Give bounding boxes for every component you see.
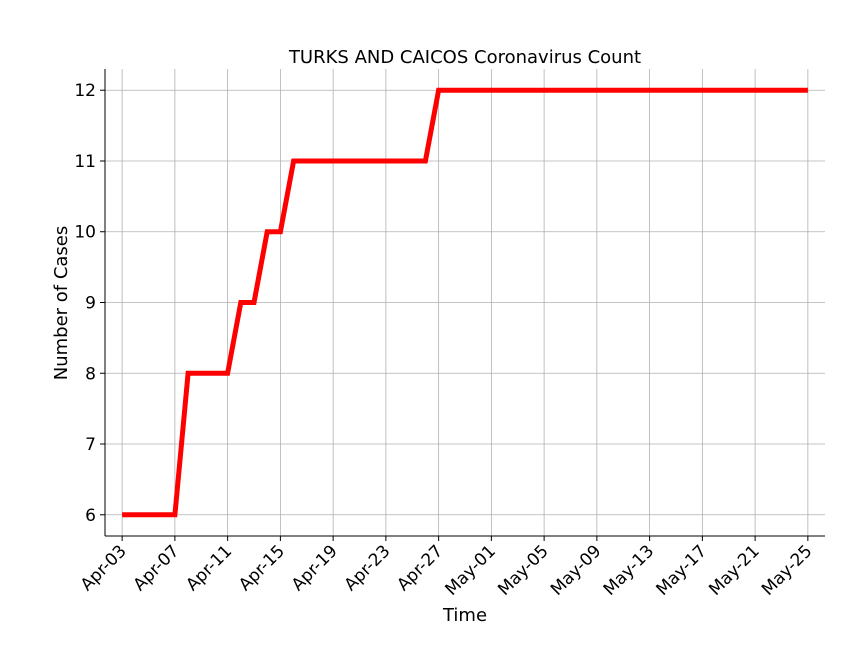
y-tick-label: 11: [74, 152, 96, 172]
y-tick-label: 9: [85, 294, 96, 314]
x-tick-label: Apr-23: [341, 541, 395, 595]
x-tick-label: May-09: [547, 541, 605, 599]
x-tick-label: May-13: [600, 541, 658, 599]
y-tick-label: 7: [85, 435, 96, 455]
x-tick-label: May-21: [705, 541, 763, 599]
x-tick-label: Apr-15: [235, 541, 289, 595]
series-line-cases: [122, 87, 808, 518]
x-tick-label: May-01: [441, 541, 499, 599]
x-tick-label: Apr-27: [393, 541, 447, 595]
series-layer: [122, 87, 808, 518]
y-axis-label: Number of Cases: [51, 226, 72, 381]
x-tick-label: Apr-11: [182, 541, 236, 595]
x-tick-label: Apr-07: [130, 541, 184, 595]
x-axis-label: Time: [442, 605, 487, 626]
y-tick-label: 8: [85, 364, 96, 384]
y-tick-label: 6: [85, 506, 96, 526]
x-tick-label: May-05: [494, 541, 552, 599]
x-tick-label: May-17: [652, 541, 710, 599]
grid: [105, 69, 825, 536]
chart-title: TURKS AND CAICOS Coronavirus Count: [288, 47, 641, 68]
x-tick-label: May-25: [758, 541, 816, 599]
y-tick-label: 10: [74, 223, 96, 243]
y-tick-label: 12: [74, 81, 96, 101]
axes: Apr-03Apr-07Apr-11Apr-15Apr-19Apr-23Apr-…: [74, 69, 825, 600]
x-tick-label: Apr-19: [288, 541, 342, 595]
x-tick-label: Apr-03: [77, 541, 131, 595]
